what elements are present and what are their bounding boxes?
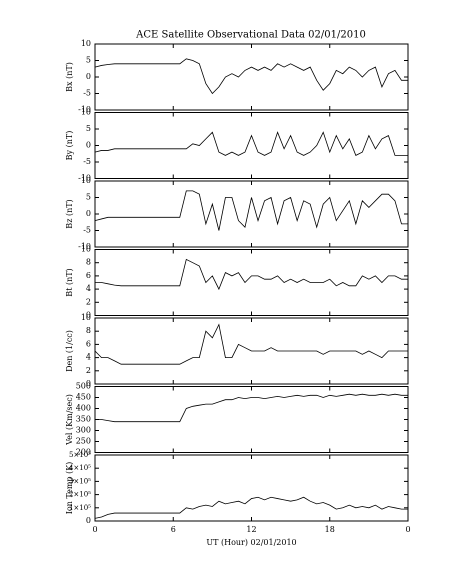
panel-frame [94,43,409,111]
y-tick-label: 450 [76,393,91,402]
y-tick-label: 8 [86,326,91,335]
y-axis-label: By (nT) [65,131,74,161]
y-tick-label: 0 [86,72,91,81]
y-tick-label: 5 [86,56,91,65]
y-tick-label: 8 [86,258,91,267]
data-line [94,190,408,231]
y-tick-label: 3×10⁵ [69,477,91,485]
data-line [95,258,408,291]
y-tick-label: 300 [76,426,91,435]
y-tick-label: 4 [86,284,91,293]
data-line [94,323,408,365]
panel-frame [94,454,409,522]
y-tick-label: 400 [76,404,91,413]
y-tick-label: 6 [86,271,91,280]
y-tick-label: 1×10⁵ [69,504,91,512]
y-tick-label: 5 [86,193,91,202]
y-axis-label: Bz (nT) [65,199,74,228]
y-tick-label: 350 [76,415,91,424]
y-tick-label: 10 [81,39,91,48]
y-tick-label: 0 [86,311,91,320]
y-tick-label: 2 [86,297,91,306]
y-tick-label: 0 [86,379,91,388]
y-tick-label: 0 [86,516,91,525]
x-tick-label: 12 [246,525,256,534]
y-axis-label: Ion Temp (K) [65,462,74,515]
y-tick-label: -10 [78,174,91,183]
y-tick-label: 500 [76,382,91,391]
panel-frame [94,180,409,248]
y-tick-label: -5 [83,89,91,98]
data-line [94,496,408,519]
y-tick-label: -10 [78,242,91,251]
y-tick-label: 250 [76,437,91,446]
y-tick-label: 200 [76,448,91,457]
y-axis-label: Bt (nT) [65,268,74,296]
y-tick-label: -5 [83,226,91,235]
chart-title: ACE Satellite Observational Data 02/01/2… [135,30,366,41]
y-tick-label: 10 [81,313,91,322]
y-tick-label: 2×10⁵ [69,491,91,499]
y-axis-label: Vel (Km/sec) [65,394,74,446]
data-line [94,58,408,95]
x-tick-label: 18 [325,525,335,534]
panel-frame [94,249,409,316]
x-tick-label: 6 [171,525,176,534]
data-line [94,131,408,156]
y-tick-label: 5 [86,124,91,133]
x-axis-label: UT (Hour) 02/01/2010 [206,538,296,547]
y-tick-label: 10 [81,245,91,254]
y-tick-label: -5 [83,157,91,166]
data-line [95,393,408,423]
x-tick-label: 0 [405,525,410,534]
y-tick-label: -10 [78,105,91,114]
y-tick-label: 4 [86,353,91,362]
panel-frame [94,386,409,453]
y-tick-label: 10 [81,108,91,117]
y-tick-label: 6 [86,339,91,348]
y-tick-label: 5×10⁵ [69,451,91,459]
x-tick-label: 0 [92,525,97,534]
panel-frame [94,112,409,179]
y-tick-label: 10 [81,176,91,185]
y-tick-label: 4×10⁵ [69,464,91,472]
y-tick-label: 2 [86,366,91,375]
y-axis-label: Den (1/cc) [65,330,74,372]
y-tick-label: 0 [86,141,91,150]
y-axis-label: Bx (nT) [65,62,74,92]
y-tick-label: 0 [86,209,91,218]
